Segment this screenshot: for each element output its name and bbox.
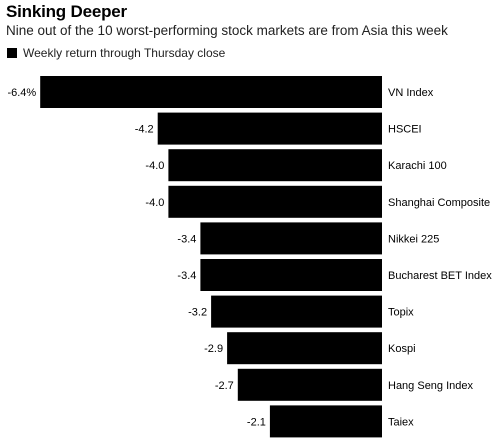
- value-label: -2.7: [215, 380, 234, 392]
- category-label: Bucharest BET Index: [388, 270, 492, 282]
- legend-label: Weekly return through Thursday close: [23, 46, 226, 60]
- value-label: -3.2: [188, 307, 207, 319]
- category-label: Hang Seng Index: [388, 380, 474, 392]
- bar-karachi-100: [168, 149, 382, 182]
- value-label: -4.0: [145, 160, 164, 172]
- value-label: -4.0: [145, 197, 164, 209]
- bar-nikkei-225: [200, 222, 382, 255]
- category-label: Taiex: [388, 416, 414, 428]
- category-label: Shanghai Composite: [388, 197, 490, 209]
- bar-taiex: [269, 405, 382, 438]
- chart-subtitle: Nine out of the 10 worst-performing stoc…: [6, 23, 448, 38]
- legend: Weekly return through Thursday close: [6, 46, 225, 60]
- category-label: HSCEI: [388, 124, 422, 136]
- category-label: Karachi 100: [388, 160, 447, 172]
- value-label: -2.1: [247, 416, 266, 428]
- value-label: -4.2: [135, 124, 154, 136]
- category-label: VN Index: [388, 87, 434, 99]
- bar-bucharest-bet-index: [200, 259, 382, 291]
- value-label: -3.4: [177, 233, 196, 245]
- value-label: -2.9: [204, 343, 223, 355]
- bar-hang-seng-index: [237, 368, 382, 401]
- bar-vn-index: [40, 76, 382, 108]
- value-label: -3.4: [177, 270, 196, 282]
- bar-kospi: [227, 332, 382, 365]
- value-label: -6.4%: [7, 87, 36, 99]
- chart-title: Sinking Deeper: [6, 2, 127, 21]
- bar-shanghai-composite: [168, 185, 382, 218]
- bar-hscei: [157, 112, 382, 145]
- legend-swatch: [7, 48, 17, 58]
- category-label: Nikkei 225: [388, 233, 439, 245]
- category-label: Kospi: [388, 343, 416, 355]
- category-label: Topix: [388, 307, 414, 319]
- bar-topix: [211, 295, 382, 328]
